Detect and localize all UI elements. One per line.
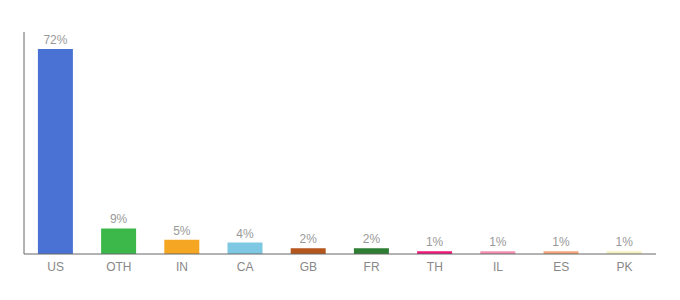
svg-text:9%: 9%	[110, 212, 128, 226]
svg-text:2%: 2%	[300, 232, 318, 246]
svg-text:PK: PK	[616, 260, 632, 274]
svg-text:ES: ES	[553, 260, 569, 274]
svg-text:1%: 1%	[489, 235, 507, 249]
svg-text:1%: 1%	[616, 235, 634, 249]
svg-text:IL: IL	[493, 260, 503, 274]
svg-text:OTH: OTH	[106, 260, 131, 274]
svg-text:GB: GB	[300, 260, 317, 274]
svg-text:2%: 2%	[363, 232, 381, 246]
svg-text:TH: TH	[427, 260, 443, 274]
svg-text:1%: 1%	[552, 235, 570, 249]
svg-text:FR: FR	[364, 260, 380, 274]
svg-text:US: US	[47, 260, 64, 274]
svg-text:72%: 72%	[43, 33, 67, 47]
svg-text:CA: CA	[237, 260, 254, 274]
svg-text:4%: 4%	[236, 227, 254, 241]
svg-text:5%: 5%	[173, 224, 191, 238]
svg-text:IN: IN	[176, 260, 188, 274]
svg-text:1%: 1%	[426, 235, 444, 249]
